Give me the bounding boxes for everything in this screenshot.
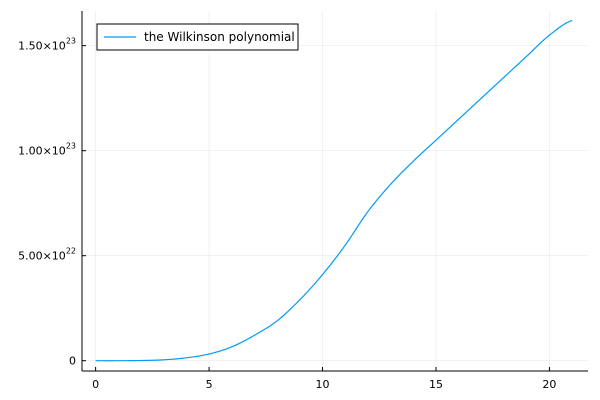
x-tick-label: 20 xyxy=(542,378,556,391)
legend-label: the Wilkinson polynomial xyxy=(144,30,295,44)
y-tick-label: 1.50×1023 xyxy=(18,37,76,53)
grid-lines xyxy=(82,11,588,371)
y-tick-label: 0 xyxy=(69,355,76,368)
series-lines xyxy=(95,19,573,362)
axes xyxy=(81,11,588,372)
y-tick-label: 5.00×1022 xyxy=(18,247,76,263)
y-tick-label: 1.00×1023 xyxy=(18,142,76,158)
x-tick-label: 0 xyxy=(92,378,99,391)
x-tick-label: 10 xyxy=(316,378,330,391)
series-line xyxy=(95,19,573,362)
x-tick-label: 5 xyxy=(206,378,213,391)
ticks: 0 5 10 15 20 0 5.00×1022 1.00×1023 1.50×1023 xyxy=(18,37,556,391)
x-tick-label: 15 xyxy=(429,378,443,391)
legend: the Wilkinson polynomial xyxy=(96,23,299,51)
